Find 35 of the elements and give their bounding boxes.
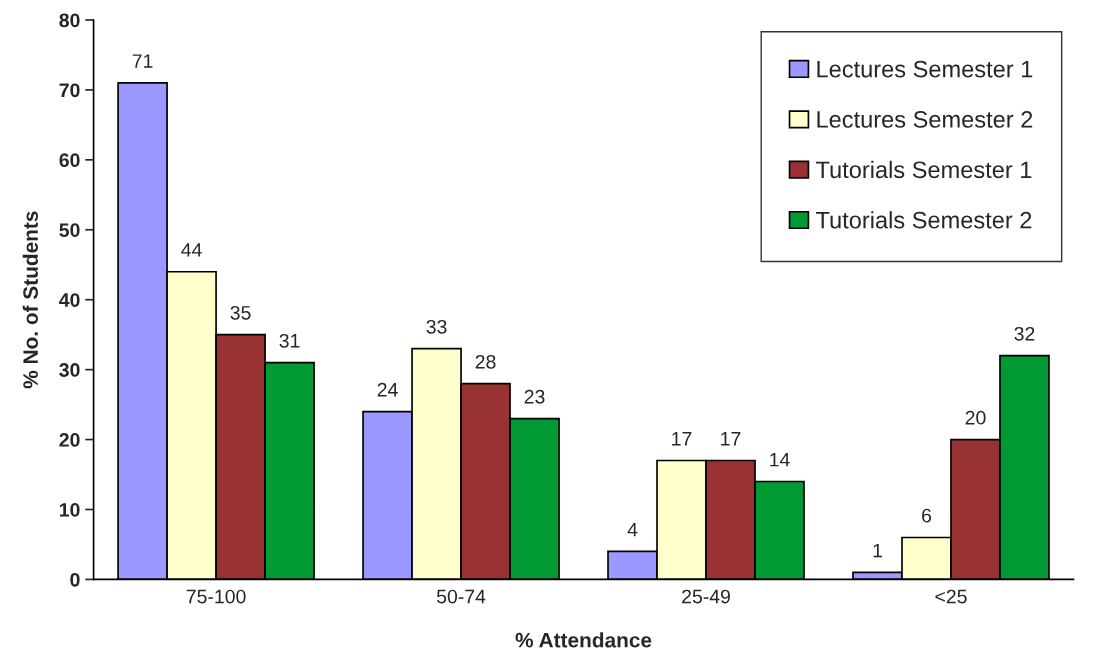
y-tick-label: 0 — [70, 572, 80, 587]
x-tick-label: 25-49 — [682, 589, 730, 604]
data-label: 35 — [230, 305, 251, 320]
x-tick-label: <25 — [935, 589, 967, 604]
y-tick-label: 60 — [59, 153, 80, 168]
legend-label: Lectures Semester 1 — [817, 60, 1033, 78]
x-tick-label: 50-74 — [436, 589, 486, 604]
data-label: 20 — [965, 410, 986, 425]
data-label: 17 — [672, 432, 692, 446]
data-label: 24 — [377, 382, 398, 397]
data-label: 1 — [873, 543, 882, 558]
legend-label: Lectures Semester 2 — [817, 111, 1033, 128]
data-label: 6 — [922, 508, 932, 523]
data-label: 31 — [279, 333, 300, 348]
data-label: 23 — [524, 389, 545, 404]
data-label: 44 — [181, 243, 202, 257]
data-label: 14 — [770, 453, 790, 467]
legend-label: Tutorials Semester 2 — [816, 211, 1032, 229]
data-label: 71 — [132, 54, 153, 68]
legend-label: Tutorials Semester 1 — [816, 160, 1032, 179]
data-label: 33 — [426, 319, 447, 334]
y-tick-label: 50 — [59, 223, 80, 238]
y-tick-label: 40 — [59, 293, 80, 307]
y-tick-label: 20 — [59, 433, 80, 447]
y-tick-label: 10 — [59, 502, 80, 517]
x-axis-title: % Attendance — [515, 632, 652, 648]
data-label: 4 — [627, 522, 638, 537]
y-tick-label: 80 — [59, 13, 80, 28]
data-label: 32 — [1014, 326, 1035, 341]
y-tick-label: 70 — [59, 83, 80, 98]
data-label: 17 — [721, 432, 741, 446]
y-tick-label: 30 — [59, 363, 80, 377]
x-tick-label: 75-100 — [186, 589, 246, 604]
y-axis-title: % No. of Students — [22, 211, 38, 389]
data-label: 28 — [475, 354, 496, 369]
